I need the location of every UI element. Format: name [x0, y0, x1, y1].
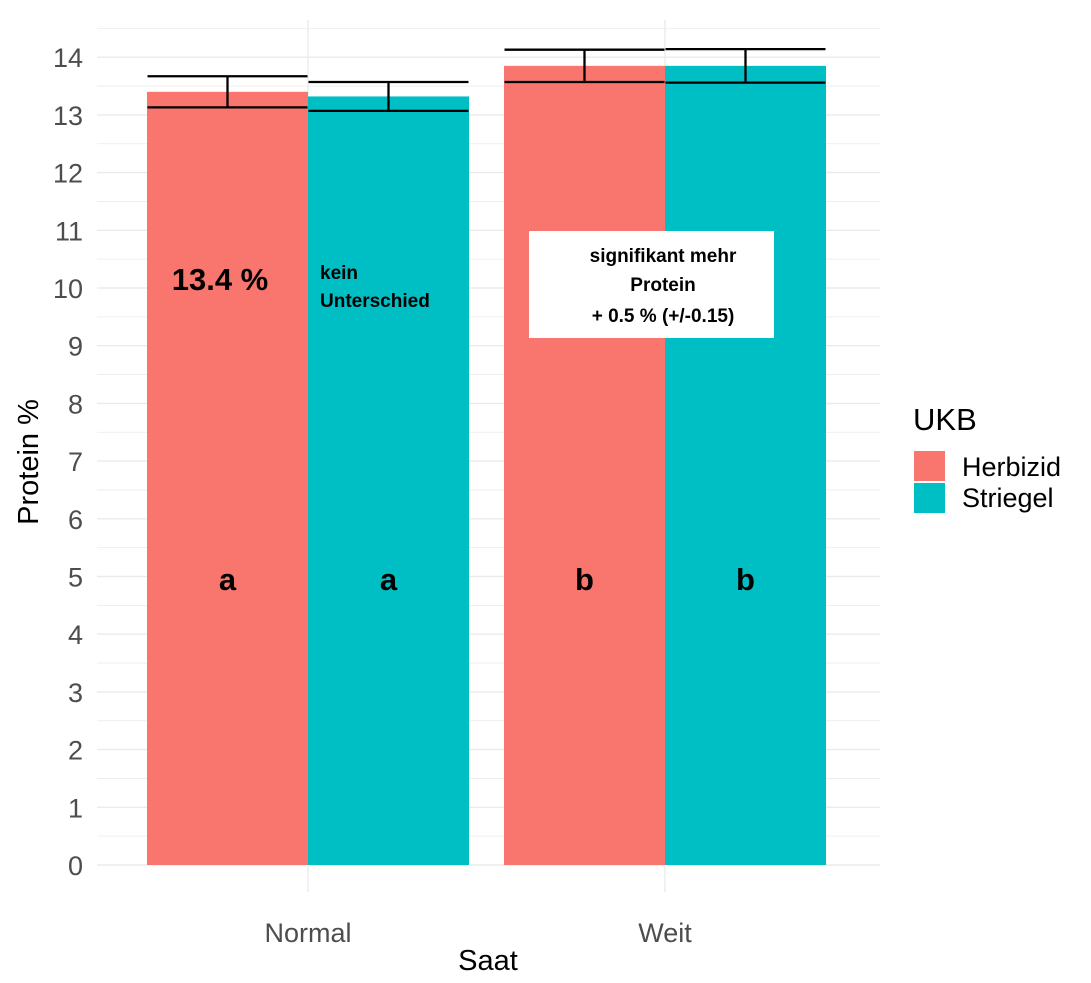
y-tick-label: 9 — [68, 332, 83, 362]
value-label: 13.4 % — [172, 262, 269, 297]
y-tick-label: 14 — [53, 43, 83, 73]
x-tick-label-normal: Normal — [264, 918, 351, 948]
y-tick-label: 7 — [68, 447, 83, 477]
legend-label-herbizid: Herbizid — [962, 452, 1061, 482]
error-bars — [147, 47, 826, 113]
bars — [147, 65, 826, 866]
y-tick-label: 10 — [53, 274, 83, 304]
y-tick-label: 0 — [68, 851, 83, 881]
legend-key-herbizid — [914, 451, 945, 481]
group-letter: a — [219, 562, 237, 597]
annotation-value: 13.4 % — [172, 262, 269, 297]
bar-weit-striegel — [665, 65, 826, 866]
bar-weit-herbizid — [504, 65, 665, 866]
annotation-no-difference: kein Unterschied — [320, 263, 430, 312]
significant-line-1: signifikant mehr — [590, 246, 737, 267]
legend-label-striegel: Striegel — [962, 483, 1054, 513]
group-letters: a ba b — [219, 562, 755, 597]
significant-line-2: Protein — [630, 275, 695, 296]
no-difference-line-1: kein — [320, 263, 358, 284]
y-tick-label: 12 — [53, 159, 83, 189]
y-tick-label: 6 — [68, 505, 83, 535]
legend: UKB Herbizid Striegel — [913, 402, 1061, 513]
y-tick-label: 11 — [55, 216, 83, 246]
group-letter: b — [736, 562, 755, 597]
no-difference-line-2: Unterschied — [320, 291, 430, 312]
bar-normal-herbizid — [147, 91, 308, 865]
y-tick-label: 1 — [68, 793, 83, 823]
y-axis-title: Protein % — [13, 399, 45, 525]
annotation-significant: signifikant mehr Protein + 0.5 % (+/-0.1… — [529, 231, 774, 338]
group-letter: a — [380, 562, 398, 597]
significant-box — [529, 231, 774, 338]
legend-title: UKB — [913, 402, 977, 437]
y-tick-label: 8 — [68, 389, 83, 419]
y-tick-label: 4 — [68, 620, 83, 650]
y-tick-label: 5 — [68, 563, 83, 593]
bar-normal-striegel — [308, 96, 469, 866]
group-letter: b — [575, 562, 594, 597]
y-tick-label: 3 — [68, 678, 83, 708]
significant-line-3: + 0.5 % (+/-0.15) — [592, 306, 735, 327]
x-axis-ticks: Normal Weit — [264, 918, 692, 948]
x-axis-title: Saat — [458, 945, 518, 977]
y-tick-label: 13 — [53, 101, 83, 131]
x-tick-label-weit: Weit — [638, 918, 692, 948]
legend-key-striegel — [914, 483, 945, 513]
y-tick-label: 2 — [68, 736, 83, 766]
